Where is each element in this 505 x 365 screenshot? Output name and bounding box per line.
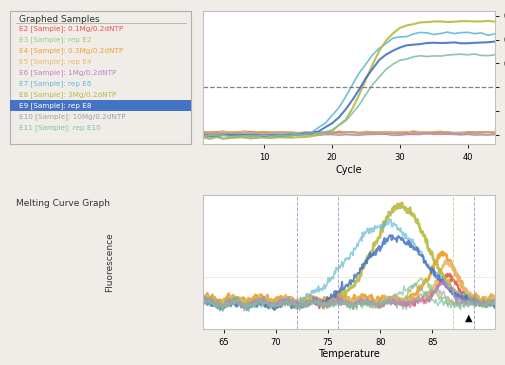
Text: E9 [Sample]: rep E8: E9 [Sample]: rep E8 (19, 103, 91, 109)
Text: Graphed Samples: Graphed Samples (19, 15, 100, 24)
Text: E2 [Sample]: 0.1Mg/0.2dNTP: E2 [Sample]: 0.1Mg/0.2dNTP (19, 25, 123, 32)
X-axis label: Cycle: Cycle (336, 165, 362, 175)
Text: E10 [Sample]: 10Mg/0.2dNTP: E10 [Sample]: 10Mg/0.2dNTP (19, 114, 126, 120)
Text: Melting Curve Graph: Melting Curve Graph (16, 199, 110, 208)
Text: E4 [Sample]: 0.3Mg/0.2dNTP: E4 [Sample]: 0.3Mg/0.2dNTP (19, 47, 123, 54)
Text: ▲: ▲ (465, 312, 473, 323)
Text: E8 [Sample]: 3Mg/0.2dNTP: E8 [Sample]: 3Mg/0.2dNTP (19, 91, 117, 98)
Text: E3 [Sample]: rep E2: E3 [Sample]: rep E2 (19, 36, 91, 43)
FancyBboxPatch shape (10, 100, 191, 111)
Text: E11 [Sample]: rep E10: E11 [Sample]: rep E10 (19, 124, 101, 131)
Text: E6 [Sample]: 1Mg/0.2dNTP: E6 [Sample]: 1Mg/0.2dNTP (19, 69, 117, 76)
Text: E5 [Sample]: rep E4: E5 [Sample]: rep E4 (19, 58, 91, 65)
X-axis label: Temperature: Temperature (318, 349, 380, 359)
Text: E7 [Sample]: rep E6: E7 [Sample]: rep E6 (19, 80, 91, 87)
Text: Fluorescence: Fluorescence (105, 232, 114, 292)
